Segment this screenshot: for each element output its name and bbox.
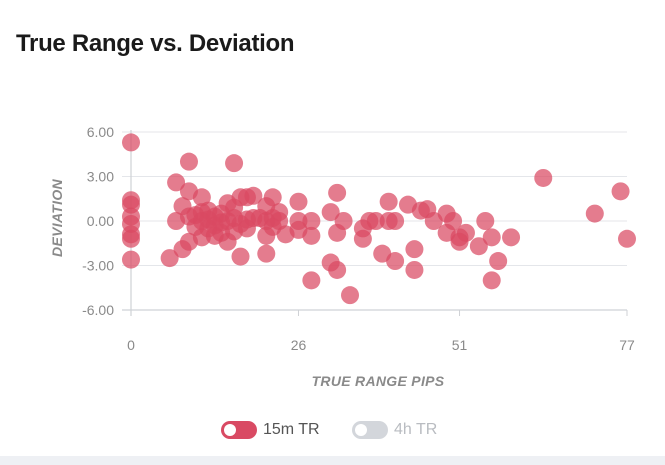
data-point[interactable] [379,192,398,211]
data-point[interactable] [179,152,198,171]
data-point[interactable] [585,204,604,223]
data-point[interactable] [244,186,263,205]
toggle-off-icon[interactable] [352,421,388,439]
data-point[interactable] [122,250,140,269]
data-point[interactable] [444,212,463,230]
x-tick-label: 77 [619,337,635,353]
y-tick-label: -3.00 [82,258,114,274]
data-point[interactable] [476,212,495,230]
data-point[interactable] [386,212,405,230]
data-point[interactable] [482,228,501,247]
data-point[interactable] [167,173,186,192]
data-point[interactable] [334,212,353,230]
data-point[interactable] [328,183,347,202]
y-tick-label: 0.00 [87,213,114,229]
data-point[interactable] [225,154,244,173]
scatter-chart: 6.00 3.00 0.00 -3.00 -6.00 0 26 51 77 TRUE RANGE … [49,124,636,389]
data-point[interactable] [122,133,140,152]
y-tick-label: -6.00 [82,302,114,318]
data-point[interactable] [257,244,276,263]
x-tick-label: 26 [291,337,307,353]
data-point[interactable] [366,212,385,230]
axis-labels: 6.00 3.00 0.00 -3.00 -6.00 0 26 51 77 TRUE RANGE … [49,124,635,389]
toggle-on-icon[interactable] [221,421,257,439]
data-point[interactable] [611,182,630,201]
data-point[interactable] [534,168,553,187]
footer-bar [0,456,665,465]
legend-label-15m-tr: 15m TR [263,421,320,438]
data-point[interactable] [405,260,424,279]
x-tick-label: 51 [452,337,468,353]
data-points [122,133,636,305]
x-tick-label: 0 [127,337,135,353]
data-point[interactable] [231,247,250,266]
y-tick-label: 3.00 [87,169,114,185]
data-point[interactable] [482,271,501,290]
data-point[interactable] [270,212,289,230]
data-point[interactable] [328,260,347,279]
chart-title: True Range vs. Deviation [16,30,295,57]
legend-label-4h-tr: 4h TR [394,421,438,438]
data-point[interactable] [502,228,521,247]
data-point[interactable] [160,249,179,268]
legend-item-4h-tr[interactable]: 4h TR [352,421,437,439]
data-point[interactable] [302,226,321,245]
data-point[interactable] [263,188,282,207]
data-point[interactable] [321,203,340,222]
data-point[interactable] [341,286,360,305]
data-point[interactable] [469,237,488,256]
data-point[interactable] [405,240,424,259]
chart-legend: 15m TR 4h TR [0,421,665,443]
data-point[interactable] [489,252,508,271]
data-point[interactable] [386,252,405,271]
data-point[interactable] [192,188,211,207]
data-point[interactable] [289,192,308,211]
data-point[interactable] [618,229,636,248]
data-point[interactable] [456,223,475,242]
legend-item-15m-tr[interactable]: 15m TR [221,421,320,439]
data-point[interactable] [353,229,372,248]
y-axis-title: DEVIATION [49,178,65,256]
data-point[interactable] [122,229,140,248]
x-axis-title: TRUE RANGE PIPS [312,373,445,389]
data-point[interactable] [302,271,321,290]
data-point[interactable] [302,212,321,230]
y-tick-label: 6.00 [87,124,114,140]
